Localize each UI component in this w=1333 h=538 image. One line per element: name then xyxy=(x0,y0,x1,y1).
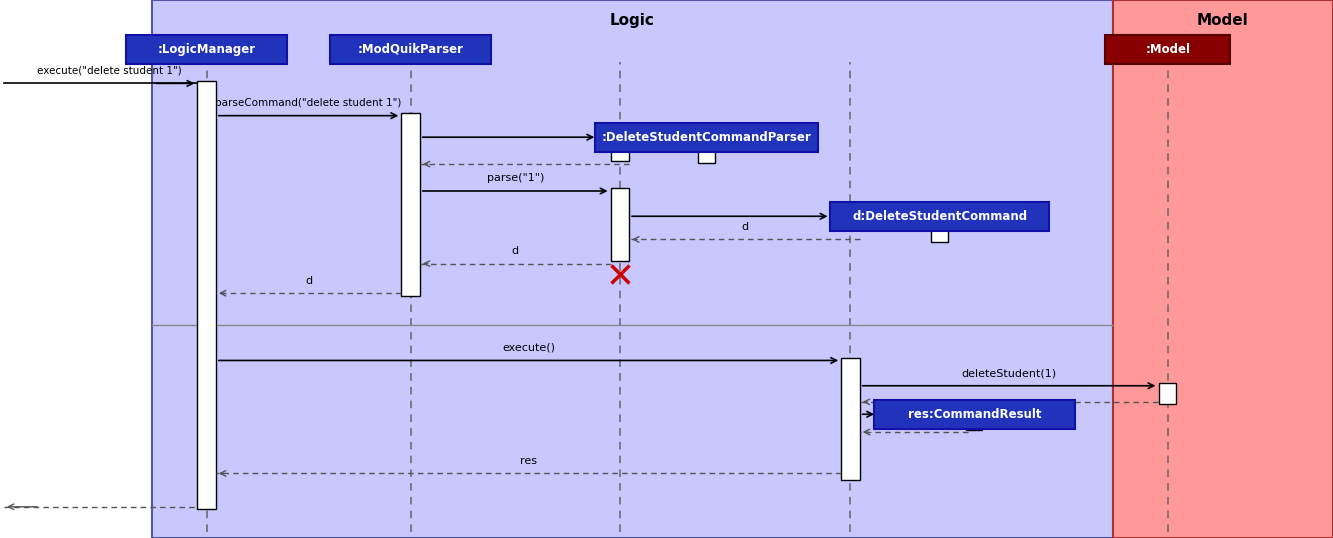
FancyBboxPatch shape xyxy=(125,35,288,64)
Text: :DeleteStudentCommandParser: :DeleteStudentCommandParser xyxy=(601,131,812,144)
Text: d: d xyxy=(512,246,519,256)
Text: Logic: Logic xyxy=(609,13,655,29)
Bar xyxy=(966,415,982,430)
Text: deleteStudent(1): deleteStudent(1) xyxy=(961,368,1057,378)
Text: d: d xyxy=(305,275,312,286)
Bar xyxy=(698,150,716,163)
Bar xyxy=(401,113,420,296)
Text: Model: Model xyxy=(1197,13,1248,29)
Text: :Model: :Model xyxy=(1145,43,1190,56)
Text: :ModQuikParser: :ModQuikParser xyxy=(357,43,464,56)
FancyBboxPatch shape xyxy=(830,202,1049,231)
Bar xyxy=(841,358,860,480)
Bar xyxy=(0,0,152,538)
Text: parseCommand("delete student 1"): parseCommand("delete student 1") xyxy=(216,98,401,108)
FancyBboxPatch shape xyxy=(595,123,818,152)
Text: execute(): execute() xyxy=(503,343,555,353)
Bar xyxy=(612,188,629,261)
Text: :LogicManager: :LogicManager xyxy=(157,43,256,56)
Bar xyxy=(1113,0,1333,538)
Bar xyxy=(1160,383,1176,404)
Bar xyxy=(197,81,216,509)
Text: execute("delete student 1"): execute("delete student 1") xyxy=(37,66,181,76)
Text: res: res xyxy=(520,456,537,466)
FancyBboxPatch shape xyxy=(331,35,491,64)
Text: res:CommandResult: res:CommandResult xyxy=(908,408,1041,421)
Text: d: d xyxy=(741,222,748,232)
FancyBboxPatch shape xyxy=(874,400,1074,428)
Bar xyxy=(152,0,1113,538)
FancyBboxPatch shape xyxy=(1105,35,1230,64)
Bar xyxy=(932,229,949,242)
Text: d:DeleteStudentCommand: d:DeleteStudentCommand xyxy=(852,210,1028,223)
Text: parse("1"): parse("1") xyxy=(487,173,544,183)
Bar xyxy=(612,140,629,161)
